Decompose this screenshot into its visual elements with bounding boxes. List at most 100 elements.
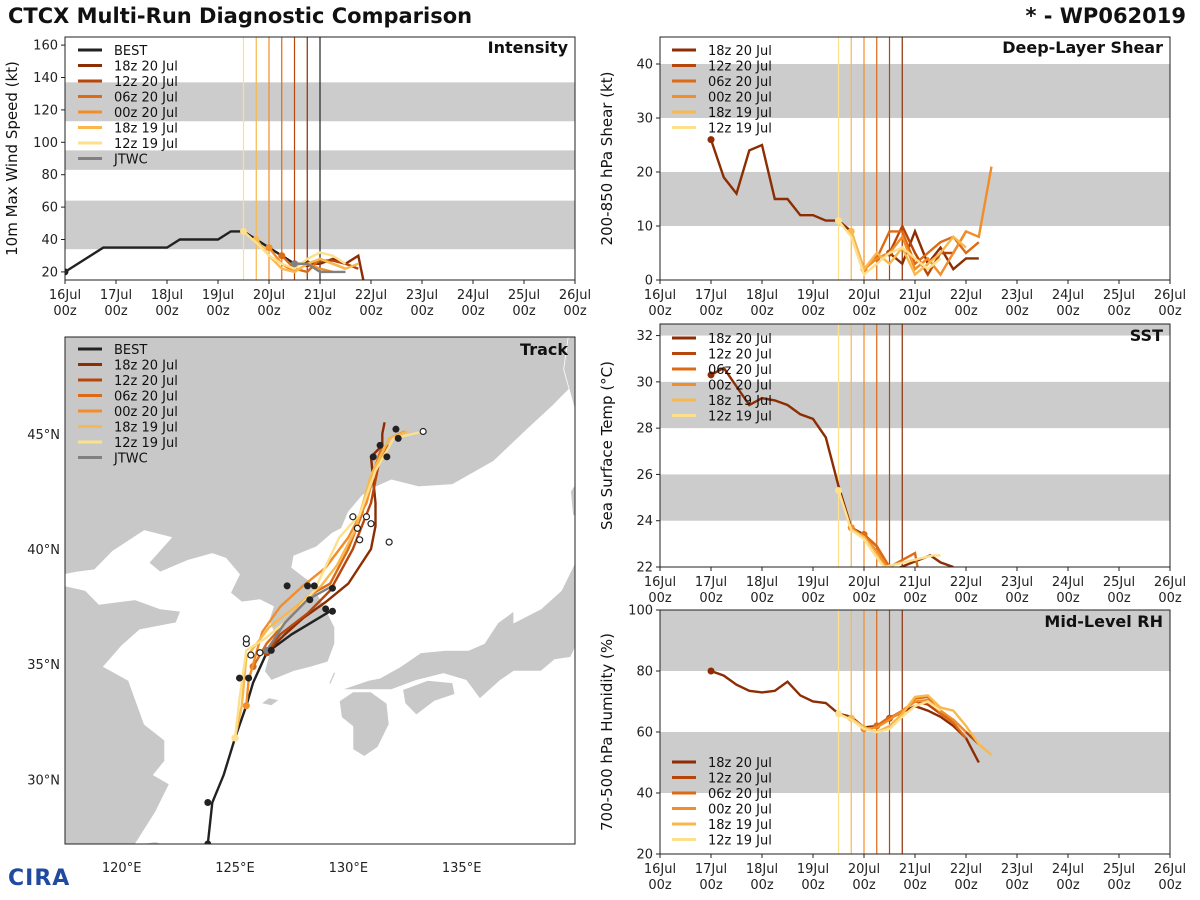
intensity-xtick-label-day: 19Jul [202,288,234,303]
intensity-ytick-label: 160 [33,39,58,54]
shear-xtick-label-hour: 00z [648,304,672,319]
intensity-legend-label: BEST [114,44,147,59]
rh-xtick-label-day: 25Jul [1103,862,1135,877]
shear-ytick-label: 10 [636,220,653,235]
rh-band-1 [660,610,1170,671]
shear-title: Deep-Layer Shear [1002,38,1163,57]
track-marker-filled [328,607,336,615]
sst-legend-label: 12z 19 Jul [708,410,772,425]
track-marker-filled [245,674,253,682]
shear-xtick-label-day: 18Jul [746,288,778,303]
rh-legend-label: 18z 19 Jul [708,818,772,833]
intensity-series-start-06z-20-Jul [278,252,286,260]
intensity-ytick-label: 40 [41,233,58,248]
sst-band-1 [660,381,1170,429]
rh-legend-label: 06z 20 Jul [708,787,772,802]
shear-xtick-label-day: 26Jul [1154,288,1186,303]
track-lat-label: 30°N [27,773,60,788]
intensity-title: Intensity [488,38,569,57]
sst-xtick-label-day: 18Jul [746,575,778,590]
intensity-series-BEST [65,230,320,273]
sst-ylabel: Sea Surface Temp (°C) [598,361,616,530]
shear-ylabel: 200-850 hPa Shear (kt) [598,72,616,246]
rh-ytick-label: 100 [628,604,653,619]
rh-legend-label: 00z 20 Jul [708,803,772,818]
land-sakhalin-edge [563,337,575,411]
sst-xtick-label-day: 22Jul [950,575,982,590]
shear-ytick-label: 0 [645,274,653,289]
intensity-series-start-00z-20-Jul [265,244,273,252]
intensity-xtick-label-hour: 00z [359,304,383,319]
intensity-xtick-label-hour: 00z [155,304,179,319]
track-legend-label: BEST [114,343,147,358]
rh-xtick-label-hour: 00z [954,878,978,893]
rh-xtick-label-hour: 00z [1056,878,1080,893]
rh-xtick-label-hour: 00z [648,878,672,893]
intensity-xtick-label-day: 23Jul [406,288,438,303]
track-marker-filled [204,799,212,807]
shear-ytick-label: 30 [636,112,653,127]
track-marker-filled [392,425,400,433]
intensity-legend-label: 18z 19 Jul [114,122,178,137]
sst-xtick-label-day: 26Jul [1154,575,1186,590]
sst-panel: 22242628303216Jul00z17Jul00z18Jul00z19Ju… [598,323,1186,606]
track-marker-open [256,649,264,657]
rh-legend-label: 18z 20 Jul [708,756,772,771]
intensity-series-12z-19-Jul [242,230,347,271]
intensity-xtick-label-hour: 00z [53,304,77,319]
sst-xtick-label-hour: 00z [852,591,876,606]
shear-xtick-label-day: 24Jul [1052,288,1084,303]
shear-xtick-label-hour: 00z [699,304,723,319]
shear-series-06z-20-Jul [875,230,980,266]
rh-xtick-label-hour: 00z [903,878,927,893]
sst-legend-label: 18z 19 Jul [708,394,772,409]
sst-xtick-label-day: 16Jul [644,575,676,590]
rh-xtick-label-day: 17Jul [695,862,727,877]
shear-series-12z-19-Jul [837,219,942,277]
intensity-ytick-label: 60 [41,201,58,216]
track-legend-label: JTWC [113,452,148,467]
shear-xtick-label-day: 21Jul [899,288,931,303]
sst-xtick-label-day: 21Jul [899,575,931,590]
track-legend-label: 12z 20 Jul [114,374,178,389]
land-east-china [65,585,182,844]
track-marker-open [247,651,255,659]
intensity-legend-label: 12z 19 Jul [114,137,178,152]
intensity-xtick-label-day: 20Jul [253,288,285,303]
track-lon-label: 135°E [442,861,482,876]
land-hokkaido-edge [570,483,575,518]
sst-ytick-label: 28 [636,422,653,437]
rh-xtick-label-day: 16Jul [644,862,676,877]
track-series-start-12z-19-Jul [231,734,239,742]
track-marker-open [419,427,427,436]
track-marker-filled [267,646,275,654]
sst-xtick-label-day: 17Jul [695,575,727,590]
intensity-ytick-label: 140 [33,71,58,86]
track-marker-filled [369,453,377,461]
shear-legend-label: 18z 19 Jul [708,106,772,121]
sst-legend-label: 12z 20 Jul [708,348,772,363]
sst-xtick-label-day: 24Jul [1052,575,1084,590]
track-lon-label: 130°E [329,861,369,876]
rh-legend-label: 12z 20 Jul [708,772,772,787]
track-map [65,337,575,844]
rh-series-06z-20-Jul [876,695,967,739]
track-marker-filled [322,605,330,613]
shear-xtick-label-hour: 00z [1107,304,1131,319]
storm-id-title: * - WP062019 [1025,4,1186,28]
track-marker-filled [283,582,291,590]
intensity-xtick-label-hour: 00z [563,304,587,319]
shear-xtick-label-hour: 00z [903,304,927,319]
shear-xtick-label-day: 23Jul [1001,288,1033,303]
intensity-xtick-label-day: 17Jul [100,288,132,303]
intensity-xtick-label-day: 22Jul [355,288,387,303]
intensity-xtick-label-day: 26Jul [559,288,591,303]
rh-legend-label: 12z 19 Jul [708,834,772,849]
intensity-series-start-BEST [65,268,69,276]
track-marker-filled [236,674,244,682]
intensity-xtick-label-day: 16Jul [49,288,81,303]
sst-xtick-label-hour: 00z [1107,591,1131,606]
shear-legend-label: 18z 20 Jul [708,44,772,59]
shear-ytick-label: 20 [636,166,653,181]
intensity-ytick-label: 80 [41,168,58,183]
